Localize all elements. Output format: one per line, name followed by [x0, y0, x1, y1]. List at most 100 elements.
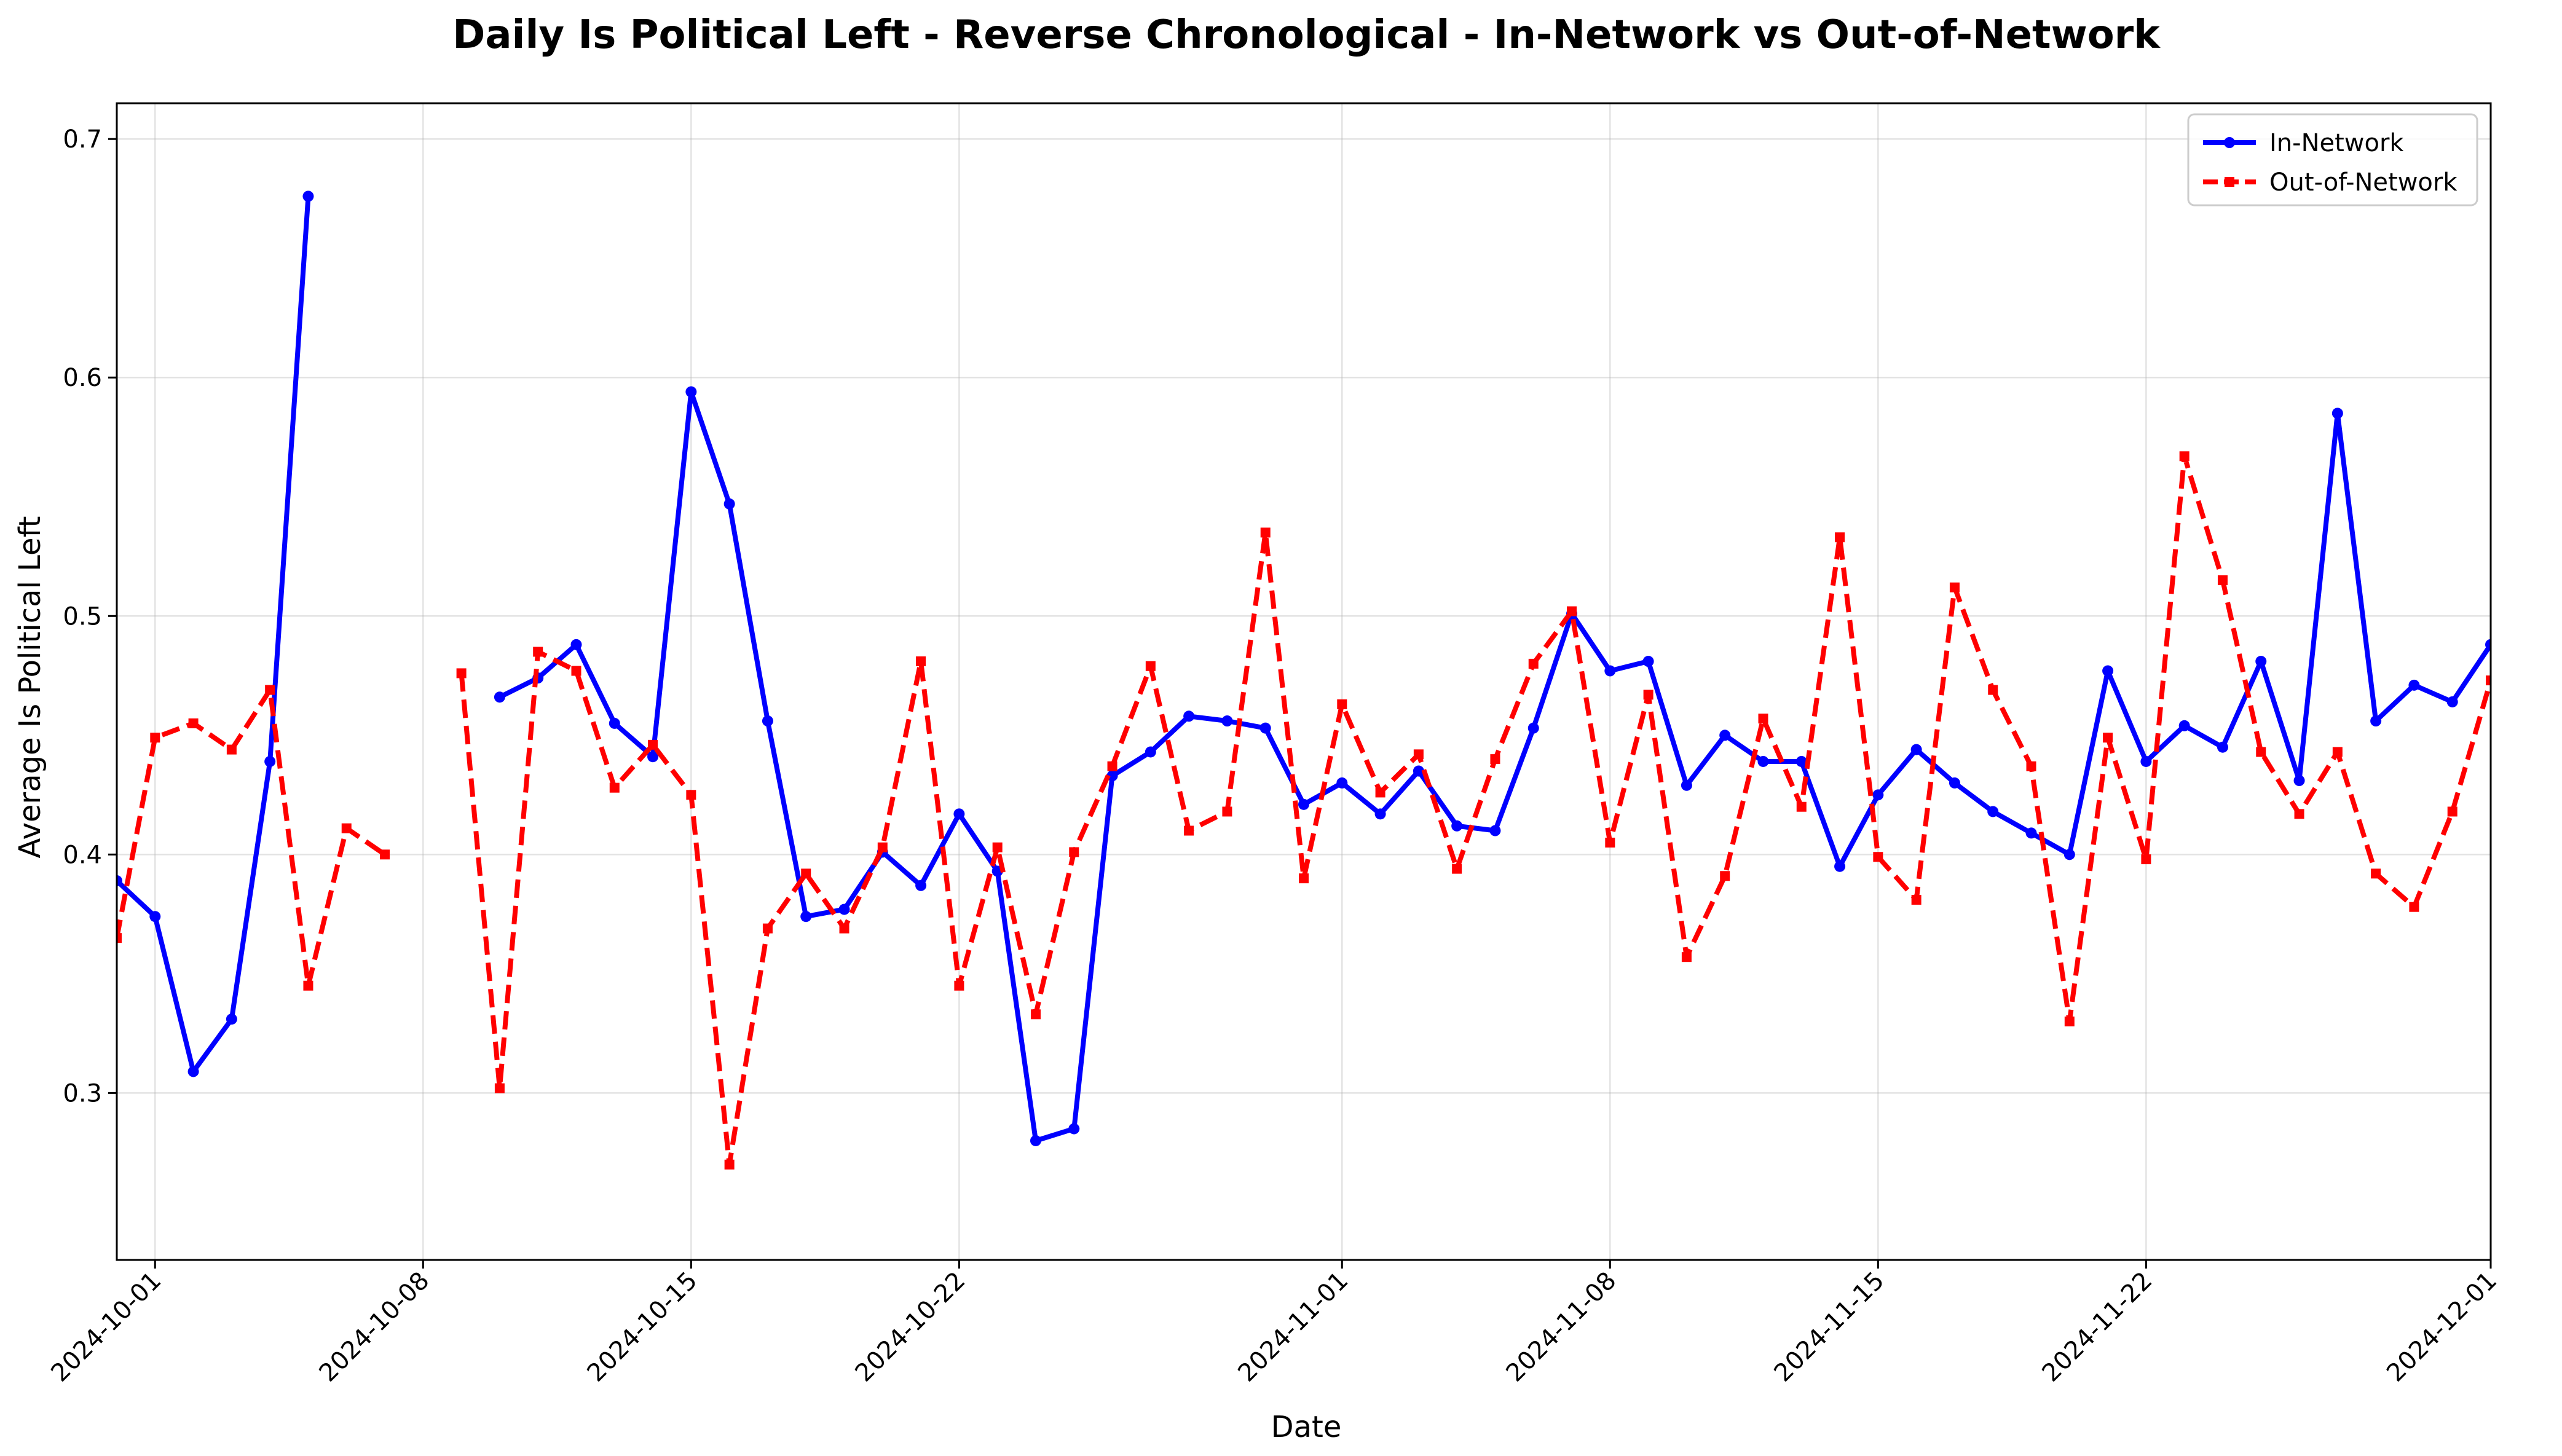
data-point	[724, 1159, 735, 1170]
data-point	[2140, 755, 2152, 767]
data-point	[2255, 656, 2267, 667]
data-point	[1795, 755, 1807, 767]
data-point	[2064, 1016, 2075, 1026]
data-point	[302, 191, 314, 202]
series-clip	[117, 191, 2491, 1170]
data-point	[1872, 789, 1884, 801]
data-point	[188, 718, 199, 728]
series-line	[117, 687, 387, 988]
data-point	[1605, 837, 1615, 848]
data-point	[2217, 575, 2228, 586]
legend-label: In-Network	[2269, 129, 2404, 157]
data-point	[2141, 854, 2151, 865]
data-point	[762, 715, 773, 727]
data-point	[953, 808, 965, 820]
data-point	[456, 668, 467, 679]
data-point	[2179, 451, 2190, 462]
data-point	[1911, 895, 1922, 905]
data-point	[226, 744, 237, 755]
data-point	[723, 498, 735, 510]
legend-box	[2187, 113, 2478, 207]
data-point	[1030, 1009, 1041, 1020]
data-point	[1757, 755, 1769, 767]
data-point	[1528, 658, 1539, 669]
data-point	[1758, 714, 1768, 724]
data-point	[1835, 532, 1845, 543]
data-point	[149, 911, 161, 923]
data-point	[1451, 820, 1463, 832]
data-point	[1949, 777, 1960, 789]
data-point	[2446, 696, 2458, 707]
data-point	[226, 1013, 237, 1025]
data-point	[1796, 801, 1807, 812]
data-point	[916, 656, 926, 667]
data-point	[609, 782, 620, 793]
legend-label: Out-of-Network	[2269, 168, 2458, 197]
data-point	[2178, 720, 2190, 731]
data-point	[1259, 722, 1271, 734]
data-point	[686, 790, 696, 800]
data-point	[380, 849, 390, 860]
y-tick-label: 0.6	[63, 364, 102, 392]
data-point	[2485, 639, 2491, 650]
data-point	[2408, 679, 2420, 691]
data-point	[1604, 665, 1616, 677]
data-point	[2026, 761, 2036, 771]
data-point	[2103, 733, 2113, 743]
legend-item: Out-of-Network	[2203, 168, 2458, 197]
legend: In-Network Out-of-Network	[2187, 113, 2478, 207]
data-point	[954, 980, 964, 991]
data-point	[2293, 775, 2305, 787]
data-point	[187, 1066, 199, 1077]
data-point	[1145, 746, 1156, 758]
y-tick-label: 0.4	[63, 841, 102, 869]
data-point	[915, 880, 927, 891]
data-point	[570, 639, 582, 650]
series-group	[117, 191, 2491, 1170]
data-point	[1987, 806, 1999, 817]
data-point	[1260, 527, 1271, 538]
data-point	[1642, 656, 1654, 667]
y-axis-label: Average Is Political Left	[13, 516, 47, 859]
data-point	[1527, 722, 1539, 734]
data-point	[1949, 582, 1960, 592]
data-point	[1337, 699, 1347, 709]
data-point	[1145, 661, 1156, 671]
data-point	[1030, 1135, 1041, 1146]
series-line	[459, 454, 2491, 1167]
data-point	[1452, 864, 1462, 874]
legend-marker	[2224, 137, 2235, 148]
y-tick-label: 0.3	[63, 1079, 102, 1108]
legend-item: In-Network	[2203, 129, 2404, 157]
chart-title: Daily Is Political Left - Reverse Chrono…	[452, 12, 2161, 58]
data-point	[265, 685, 275, 695]
data-point	[494, 1083, 505, 1093]
data-point	[1490, 754, 1500, 765]
data-point	[762, 923, 773, 934]
data-point	[1988, 685, 1998, 695]
data-point	[609, 717, 620, 729]
gridlines	[117, 103, 2492, 1260]
data-point	[1298, 798, 1309, 810]
data-point	[2447, 806, 2458, 817]
data-point	[1299, 873, 1309, 884]
data-point	[839, 923, 849, 934]
data-point	[1720, 871, 1730, 881]
data-point	[648, 739, 658, 750]
data-point	[2217, 741, 2228, 753]
data-point	[801, 868, 811, 879]
data-point	[150, 733, 160, 743]
data-point	[1069, 847, 1079, 857]
data-point	[877, 842, 888, 852]
data-point	[1873, 852, 1883, 862]
data-point	[1567, 606, 1577, 616]
data-point	[1336, 777, 1348, 789]
data-point	[1643, 690, 1653, 700]
data-point	[1489, 825, 1501, 836]
data-point	[1222, 806, 1232, 817]
data-point	[1106, 770, 1118, 782]
data-point	[2332, 747, 2343, 757]
data-point	[838, 903, 850, 915]
y-tick-label: 0.5	[63, 602, 102, 631]
